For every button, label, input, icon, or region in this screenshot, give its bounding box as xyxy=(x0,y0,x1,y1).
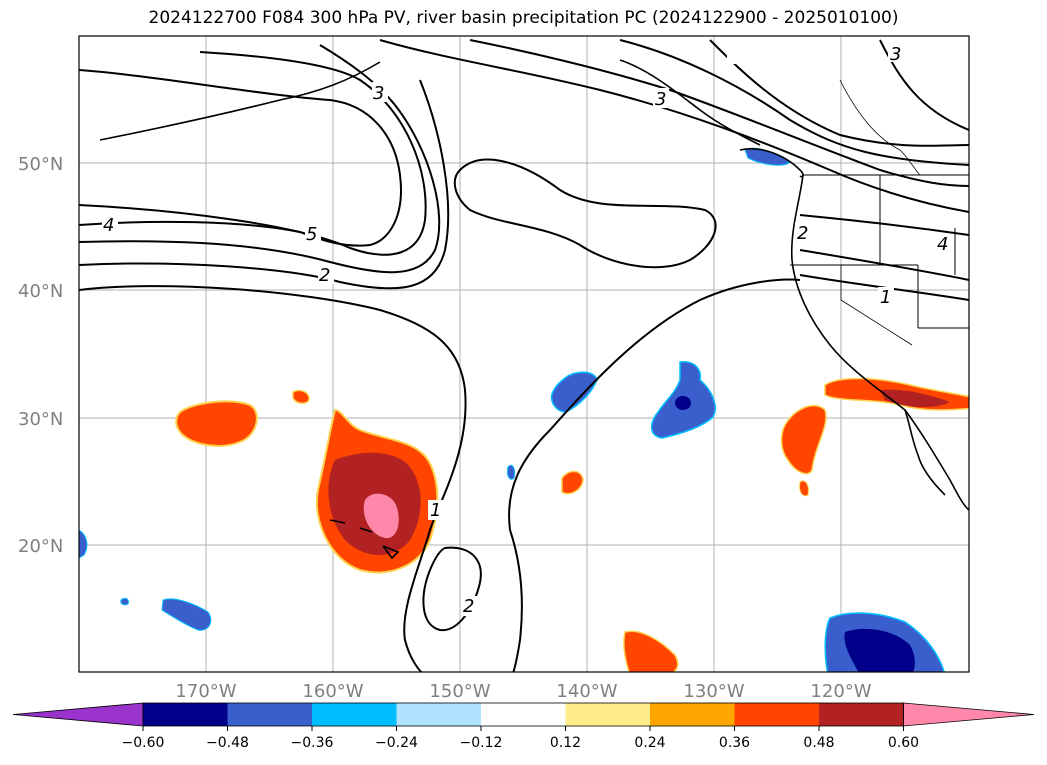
colorbar-segment xyxy=(734,703,820,726)
map-frame xyxy=(78,35,970,673)
contour-label: 5 xyxy=(306,224,317,245)
precip-fill xyxy=(79,147,969,672)
lon-label: 140°W xyxy=(556,681,617,702)
precip-positive-baja xyxy=(780,404,827,475)
colorbar-segment xyxy=(565,703,651,726)
colorbar-tick-label: −0.48 xyxy=(206,735,249,751)
coastlines xyxy=(99,59,969,560)
lon-label: 130°W xyxy=(683,681,744,702)
lat-label: 20°N xyxy=(18,536,63,557)
colorbar-tick-label: 0.24 xyxy=(634,735,665,751)
pv-contours xyxy=(79,39,969,672)
colorbar-arrow-max xyxy=(903,702,1035,727)
contour-label: 1 xyxy=(430,500,441,521)
colorbar: −0.60 −0.48 −0.36 −0.24 −0.12 0.12 0.24 0.36 0.4… xyxy=(12,702,1035,751)
contour-label: 3 xyxy=(373,83,384,104)
colorbar-segment xyxy=(312,703,397,726)
colorbar-tick-label: −0.60 xyxy=(122,735,165,751)
contour-label: 3 xyxy=(890,44,901,65)
lon-label: 120°W xyxy=(810,681,871,702)
precip-negative-165w xyxy=(161,598,212,631)
colorbar-arrow-min xyxy=(12,702,144,727)
colorbar-tick-label: 0.12 xyxy=(550,735,581,751)
colorbar-segment xyxy=(143,703,228,726)
colorbar-tick-label: 0.48 xyxy=(803,735,834,751)
precip-negative-141w xyxy=(550,371,598,413)
lon-axis: 170°W 160°W 150°W 140°W 130°W 120°W xyxy=(175,681,871,702)
colorbar-frame xyxy=(142,702,904,727)
contour-label: 3 xyxy=(655,89,666,110)
colorbar-tick-label: −0.24 xyxy=(375,735,418,751)
contour-label: 4 xyxy=(937,234,948,255)
colorbar-tick-label: −0.12 xyxy=(460,735,503,751)
colorbar-segment xyxy=(227,703,313,726)
colorbar-segment xyxy=(396,703,482,726)
lat-axis: 50°N 40°N 30°N 20°N xyxy=(18,154,63,557)
lon-label: 170°W xyxy=(175,681,236,702)
colorbar-tick-label: −0.36 xyxy=(291,735,334,751)
precip-positive-west xyxy=(175,400,258,447)
lon-label: 150°W xyxy=(429,681,490,702)
borders xyxy=(790,79,969,346)
lat-label: 50°N xyxy=(18,154,63,175)
contour-label: 1 xyxy=(880,287,891,308)
lat-label: 30°N xyxy=(18,409,63,430)
lon-label: 160°W xyxy=(302,681,363,702)
colorbar-segment xyxy=(650,703,735,726)
gridlines xyxy=(79,36,969,672)
contour-label: 2 xyxy=(463,596,474,617)
lat-label: 40°N xyxy=(18,281,63,302)
colorbar-segment xyxy=(481,703,566,726)
map-title: 2024122700 F084 300 hPa PV, river basin … xyxy=(148,8,899,28)
contour-label: 2 xyxy=(797,223,808,244)
contour-label: 2 xyxy=(319,265,330,286)
colorbar-tick-label: 0.36 xyxy=(719,735,750,751)
precip-max-hawaii xyxy=(363,493,399,539)
contour-label: 4 xyxy=(103,215,114,236)
colorbar-tick-label: 0.60 xyxy=(888,735,919,751)
contour-labels: 3 3 3 4 5 2 2 4 1 1 2 xyxy=(102,42,952,617)
colorbar-segment xyxy=(819,703,904,726)
